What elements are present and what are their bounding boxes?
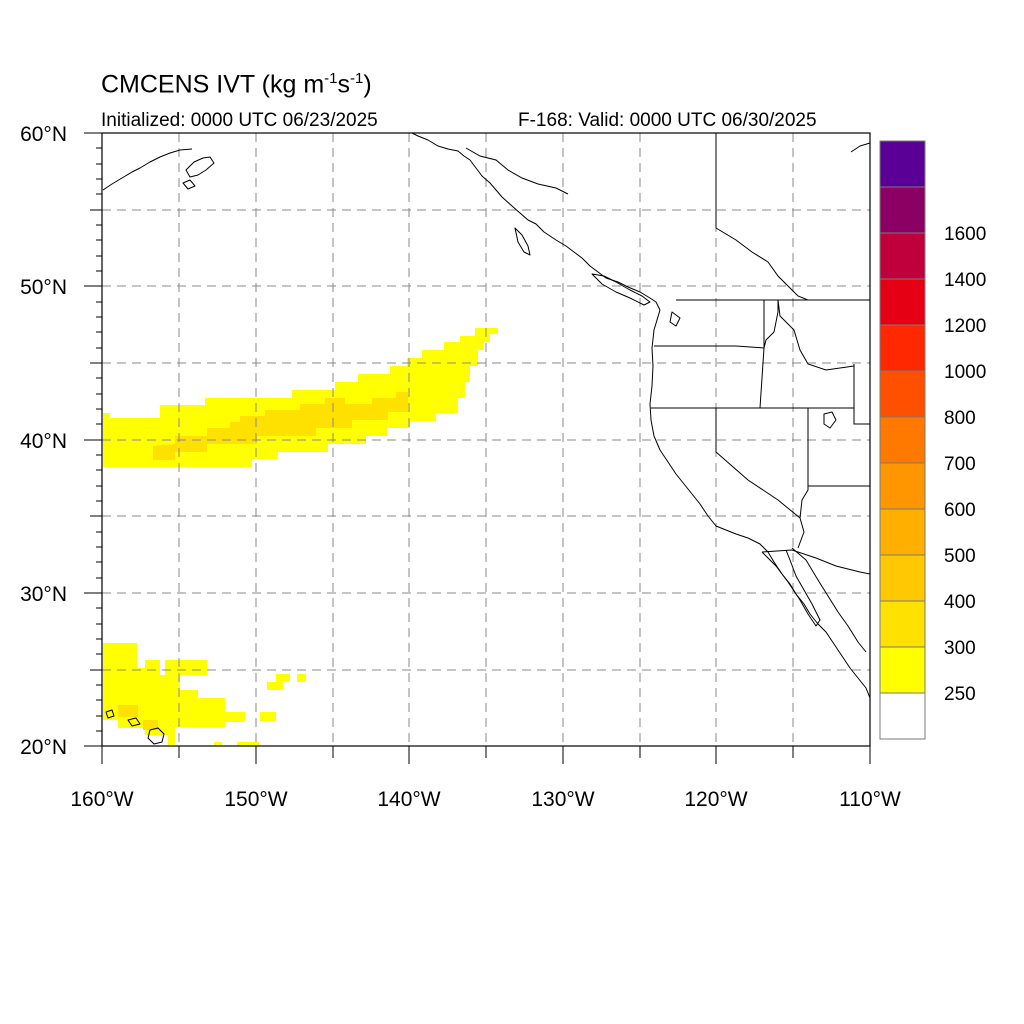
lon-label: 110°W (839, 788, 901, 811)
colorbar-swatch (879, 554, 926, 602)
colorbar: 250 300 400 500 600 700 800 1000 1200 1400 1600 (879, 140, 986, 740)
coast-gulf-of-alaska (411, 132, 661, 311)
lat-labels: 60°N 50°N 40°N 30°N 20°N (20, 123, 67, 759)
coast-vancouver-island (591, 273, 651, 306)
ivt-patch (267, 682, 283, 690)
ivt-plume-300 (153, 392, 408, 460)
colorbar-label: 300 (944, 638, 976, 659)
colorbar-label: 1200 (944, 316, 986, 337)
colorbar-swatch (879, 462, 926, 510)
colorbar-swatch (879, 646, 926, 694)
colorbar-label: 500 (944, 546, 976, 567)
colorbar-swatch (879, 692, 926, 740)
colorbar-swatch (879, 278, 926, 326)
coastlines (102, 132, 871, 745)
colorbar-label: 1000 (944, 362, 986, 383)
lon-label: 130°W (531, 788, 594, 811)
border-bc-alaska-coast (465, 147, 569, 195)
colorbar-label: 600 (944, 500, 976, 521)
valid-time-text: F-168: Valid: 0000 UTC 06/30/2025 (518, 110, 817, 131)
lat-label: 30°N (20, 583, 67, 606)
lon-labels: 160°W 150°W 140°W 130°W 120°W 110°W (70, 788, 901, 811)
border-bc-alberta (715, 227, 809, 301)
colorbar-swatch (879, 508, 926, 556)
colorbar-swatch (879, 324, 926, 372)
border-id-mt (777, 299, 855, 371)
boundaries (465, 133, 871, 575)
initialized-text: Initialized: 0000 UTC 06/23/2025 (101, 110, 378, 131)
border-ca-az (797, 517, 805, 549)
border-nv-ut (799, 408, 809, 519)
border-us-mexico (761, 549, 871, 575)
ivt-patch (214, 742, 222, 746)
graticule (102, 133, 870, 746)
coast-alaska-inlet (182, 179, 196, 190)
lon-label: 140°W (377, 788, 440, 811)
lon-label: 160°W (70, 788, 133, 811)
border-ca-nv (715, 408, 801, 519)
ivt-patch (237, 742, 259, 746)
lat-label: 40°N (20, 430, 67, 453)
colorbar-swatch (879, 186, 926, 234)
ivt-shading (103, 328, 498, 746)
colorbar-swatch (879, 600, 926, 648)
ivt-patch (276, 674, 290, 682)
colorbar-label: 1400 (944, 270, 986, 291)
ivt-hawaii-patch (118, 705, 138, 717)
ivt-patch (297, 674, 306, 682)
colorbar-swatch (879, 416, 926, 464)
coast-hawaii-big-island (147, 727, 165, 745)
colorbar-label: 800 (944, 408, 976, 429)
lat-minor-ticks (96, 147, 102, 732)
coast-us-west (649, 309, 871, 699)
coast-hawaii-maui (127, 717, 141, 727)
border-wa-or (654, 300, 779, 349)
ivt-hawaii-250 (103, 635, 245, 745)
lon-label: 120°W (684, 788, 747, 811)
coast-haida-gwaii (514, 227, 531, 256)
colorbar-label: 700 (944, 454, 976, 475)
lat-label: 20°N (20, 736, 67, 759)
lat-major-ticks (84, 132, 102, 747)
colorbar-swatch (879, 140, 926, 188)
coast-great-salt-lake (823, 411, 837, 429)
border-or-id (759, 300, 765, 409)
coast-kodiak (185, 156, 215, 178)
coast-hawaii-oahu (105, 709, 115, 719)
colorbar-label: 250 (944, 684, 976, 705)
coast-alaska-peninsula (102, 148, 193, 191)
colorbar-swatch (879, 232, 926, 280)
map-title: CMCENS IVT (kg m-1s-1) (101, 70, 372, 99)
ivt-hawaii-patch (143, 720, 158, 730)
colorbar-label: 400 (944, 592, 976, 613)
border-wy (853, 364, 870, 425)
lon-major-ticks (101, 746, 871, 764)
colorbar-label: 1600 (944, 224, 986, 245)
coast-canada-east (850, 142, 871, 153)
lat-label: 50°N (20, 276, 67, 299)
lat-label: 60°N (20, 123, 67, 146)
colorbar-swatch (879, 370, 926, 418)
lon-label: 150°W (224, 788, 287, 811)
axis-ticks (84, 132, 871, 764)
ivt-patch (260, 712, 276, 721)
coast-salish-sea (669, 311, 681, 327)
ivt-plume-250 (103, 328, 498, 467)
coast-sonora (791, 547, 867, 653)
coast-baja-california (761, 549, 821, 627)
